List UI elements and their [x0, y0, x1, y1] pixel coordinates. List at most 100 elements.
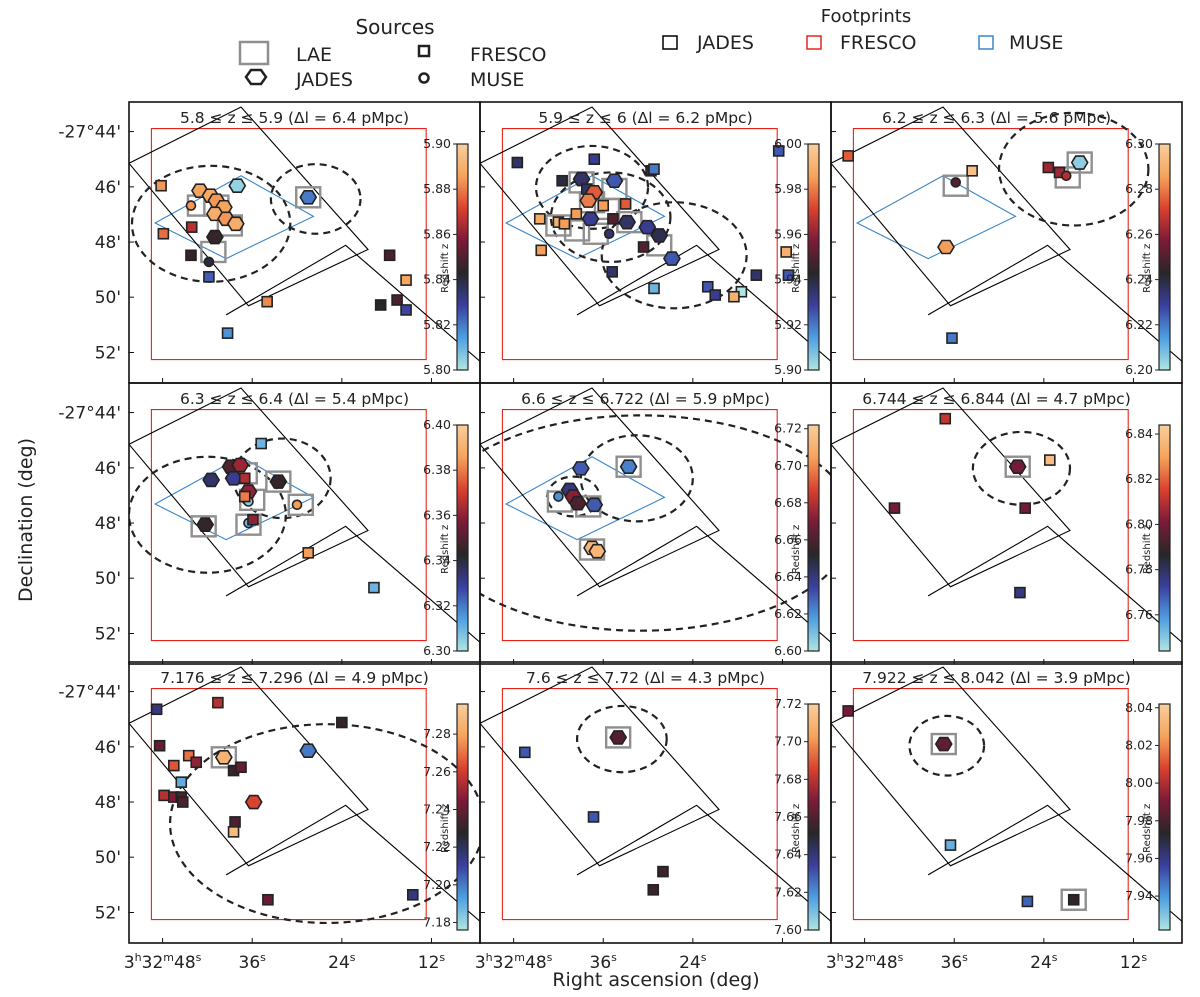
x-axis-label: Right ascension (deg) — [552, 969, 759, 991]
lae-marker — [265, 470, 292, 493]
colorbar-label: Redshift z — [440, 804, 451, 853]
y-tick-label: 48' — [95, 233, 121, 253]
fresco-source — [619, 198, 632, 210]
fresco-source — [647, 884, 660, 896]
y-tick-label: -27°44' — [58, 123, 121, 143]
fresco-source — [944, 839, 957, 851]
jades-footprint-south — [576, 244, 831, 383]
fresco-source — [238, 490, 251, 503]
jades-source — [196, 517, 215, 532]
colorbar-tick-label: 8.02 — [1125, 737, 1153, 752]
fresco-source — [648, 282, 660, 295]
colorbar-tick-label: 6.82 — [1125, 471, 1153, 486]
panel-plot-area — [480, 106, 831, 383]
colorbar-label: Redshift z — [1142, 804, 1153, 853]
jades-source — [579, 193, 598, 208]
x-tick-label: 36s — [941, 951, 969, 973]
fresco-source — [966, 165, 978, 177]
fresco-source — [229, 816, 241, 828]
panel-plot-area — [831, 666, 1182, 943]
fresco-source — [750, 269, 763, 281]
fresco-source — [556, 174, 568, 187]
jades-source — [937, 239, 955, 255]
colorbar-tick-label: 6.66 — [774, 532, 802, 547]
fresco-source — [185, 249, 197, 262]
colorbar-label: Redshift z — [440, 244, 451, 293]
jades-source — [638, 219, 657, 235]
legend-muse-footprint-marker — [978, 35, 994, 50]
fresco-source — [255, 437, 267, 450]
colorbar-tick-label: 7.20 — [423, 877, 451, 892]
fresco-source — [842, 150, 854, 162]
fresco-source — [511, 156, 524, 169]
legend-muse-source-marker — [418, 72, 430, 84]
panel-4: 6.3 ≤ z ≤ 6.4 (Δl = 5.4 pMpc) 6.40 6.38 6.3… — [58, 382, 481, 665]
jades-source — [1008, 459, 1027, 475]
overdensity-ring — [534, 144, 650, 230]
jades-footprint-south — [576, 804, 831, 943]
overdensity-ring — [579, 434, 694, 523]
panel-title: 7.922 ≤ z ≤ 8.042 (Δl = 3.9 pMpc) — [862, 669, 1131, 687]
jades-source — [299, 743, 318, 758]
colorbar-tick-label: 5.90 — [423, 136, 451, 151]
colorbar-tick-label: 6.20 — [1125, 362, 1153, 377]
jades-source — [650, 228, 669, 243]
lae-marker — [210, 746, 238, 769]
lae-marker — [1060, 888, 1087, 911]
lae-marker — [295, 186, 322, 209]
panel-plot-area — [129, 666, 480, 943]
y-tick-label: 52' — [95, 344, 121, 364]
colorbar-tick-label: 7.28 — [423, 726, 451, 741]
fresco-source — [535, 244, 548, 257]
jades-source — [618, 214, 637, 230]
colorbar-tick-label: 7.24 — [423, 801, 451, 816]
fresco-source — [238, 472, 251, 485]
colorbar — [456, 703, 469, 931]
panel-2: 5.9 ≤ z ≤ 6 (Δl = 6.2 pMpc) 6.00 5.98 5.96 5… — [479, 101, 832, 384]
legend-lae-label: LAE — [296, 44, 332, 66]
legend-sources-title: Sources — [355, 15, 434, 39]
fresco-source — [247, 513, 259, 526]
colorbar — [807, 703, 820, 931]
y-tick-label: 46' — [95, 738, 121, 758]
muse-footprint — [504, 456, 666, 541]
panel-7: 7.176 ≤ z ≤ 7.296 (Δl = 4.9 pMpc) 7.28 7.2… — [58, 661, 481, 973]
panel-plot-area — [129, 387, 480, 664]
jades-footprint-south — [927, 804, 1182, 943]
jades-source — [588, 543, 607, 559]
fresco-source — [185, 221, 198, 233]
overdensity-ring — [129, 455, 287, 574]
colorbar-tick-label: 6.30 — [423, 643, 451, 658]
fresco-source — [780, 246, 792, 258]
jades-source — [568, 495, 587, 511]
y-tick-label: 48' — [95, 793, 121, 813]
legend-jades-footprint-label: JADES — [696, 32, 754, 54]
colorbar — [1158, 424, 1171, 652]
fresco-source — [406, 888, 419, 901]
overdensity-ring — [997, 111, 1150, 227]
colorbar-tick-label: 6.32 — [423, 598, 451, 613]
fresco-source — [946, 332, 958, 344]
panel-plot-area — [480, 666, 831, 943]
fresco-source — [383, 249, 396, 262]
fresco-footprint — [852, 409, 1129, 642]
fresco-source — [558, 218, 571, 230]
legend-fresco-footprint-marker — [806, 35, 822, 50]
overdensity-ring — [269, 163, 362, 235]
colorbar-tick-label: 6.36 — [423, 507, 451, 522]
overdensity-ring — [600, 201, 748, 310]
fresco-source — [772, 145, 785, 157]
fresco-source — [262, 893, 274, 906]
muse-source — [203, 256, 215, 268]
colorbar-tick-label: 6.22 — [1125, 317, 1153, 332]
legend-muse-footprint-label: MUSE — [1009, 32, 1063, 54]
jades-source — [581, 211, 600, 227]
fresco-source — [176, 796, 189, 808]
muse-source — [950, 177, 962, 188]
panel-title: 6.744 ≤ z ≤ 6.844 (Δl = 4.7 pMpc) — [862, 390, 1131, 408]
panel-1: 5.8 ≤ z ≤ 5.9 (Δl = 6.4 pMpc) 5.90 5.88 5.8… — [58, 101, 481, 384]
panel-plot-area — [831, 387, 1182, 664]
colorbar-tick-label: 6.70 — [774, 458, 802, 473]
colorbar-tick-label: 5.84 — [423, 272, 451, 287]
